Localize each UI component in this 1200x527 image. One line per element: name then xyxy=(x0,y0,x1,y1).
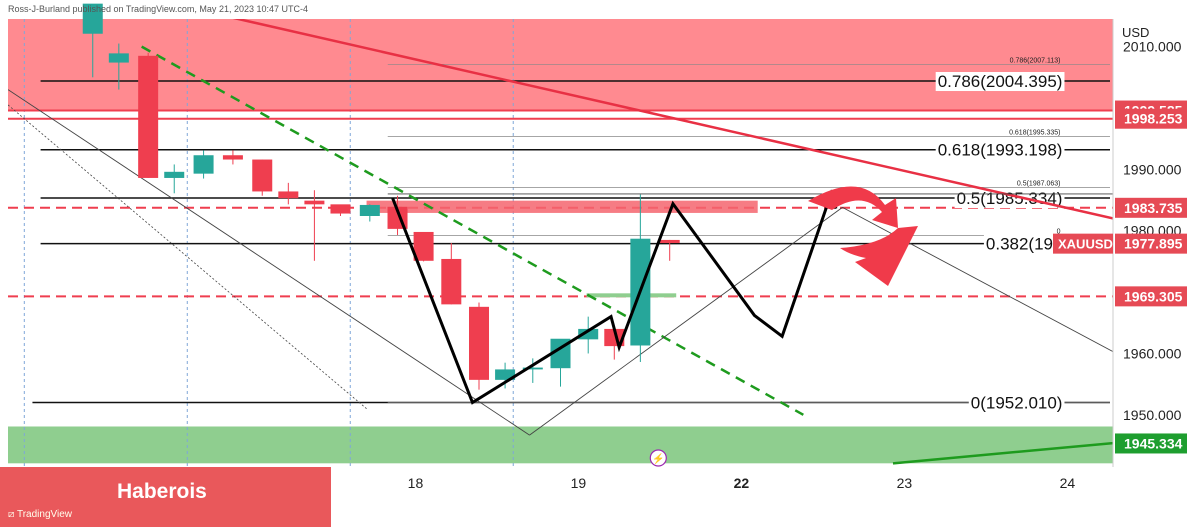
y-tick-label: 1950.000 xyxy=(1123,407,1182,423)
x-tick-label: 19 xyxy=(571,475,587,491)
fib-label-bg xyxy=(983,234,1065,254)
tradingview-logo: ⧄ TradingView xyxy=(8,509,72,520)
price-tag-badge xyxy=(1115,108,1187,129)
fib-label: 0.5(1985.334) xyxy=(957,189,1063,208)
channel-lower-line xyxy=(8,89,530,436)
current-price-badge xyxy=(1115,233,1187,254)
resistance-zone xyxy=(8,19,1113,111)
fib-label: 0.786(2004.395) xyxy=(938,72,1063,91)
green-dashed-trendline xyxy=(141,45,804,416)
candle-body xyxy=(495,369,516,380)
y-tick-label: 1960.000 xyxy=(1123,345,1182,361)
candle-body xyxy=(138,55,159,178)
price-tag-badge xyxy=(1115,286,1187,307)
candle-body xyxy=(252,159,273,192)
price-tag-label: 1945.334 xyxy=(1124,435,1183,451)
fib-label: 0(1952.010) xyxy=(971,394,1063,413)
trendline-group xyxy=(8,19,1113,465)
currency-label: USD xyxy=(1122,25,1149,40)
brand-badge xyxy=(0,467,331,527)
resistance-box xyxy=(366,200,758,213)
fib-label-bg xyxy=(968,393,1065,413)
candle-body xyxy=(522,367,543,370)
channel-return-line xyxy=(842,207,1113,353)
x-tick-label: 18 xyxy=(408,475,424,491)
event-marker-icon xyxy=(649,449,667,467)
publisher-line: Ross-J-Burland published on TradingView.… xyxy=(8,4,308,14)
candle-body xyxy=(164,171,185,178)
price-tag-label: 1969.305 xyxy=(1124,288,1183,304)
downward-arrow-upper xyxy=(808,186,898,228)
green-rising-trendline xyxy=(892,441,1113,465)
projection-path xyxy=(391,189,838,405)
symbol-badge xyxy=(1053,233,1113,254)
candle-body xyxy=(222,155,243,160)
fib-small-label: 0 xyxy=(1057,229,1061,236)
candle-body xyxy=(108,53,129,63)
candle-body xyxy=(469,306,490,380)
candle-body xyxy=(659,239,680,243)
candle-body xyxy=(578,328,599,340)
price-tag-badge xyxy=(1115,197,1187,218)
y-tick-label: 2010.000 xyxy=(1123,39,1182,55)
support-zone xyxy=(8,426,1113,464)
event-marker-glyph: ⚡ xyxy=(652,452,664,465)
candle-body xyxy=(604,328,625,347)
candle-body xyxy=(82,3,103,34)
fib-label-bg xyxy=(935,72,1065,92)
candle-body xyxy=(330,204,351,214)
price-tag-badge xyxy=(1115,433,1187,454)
price-tag-label: 1998.253 xyxy=(1124,111,1183,127)
x-tick-label: 22 xyxy=(734,475,750,491)
brand-name: Haberois xyxy=(117,480,207,503)
fib-label: 0.382(197 xyxy=(986,235,1063,254)
candle-body xyxy=(193,155,214,174)
candle-body xyxy=(413,231,434,261)
fib-label-bg xyxy=(935,140,1065,160)
current-price-label: 1977.895 xyxy=(1124,236,1183,252)
price-tag-label: 1983.735 xyxy=(1124,200,1183,216)
candle-body xyxy=(278,191,299,199)
red-descending-trendline xyxy=(232,19,1113,220)
tradingview-logo-text: TradingView xyxy=(16,509,73,520)
x-tick-label: 24 xyxy=(1060,475,1076,491)
fib-small-label: 0.618(1995.335) xyxy=(1009,130,1060,137)
candle-body xyxy=(304,200,325,205)
fib-label: 0.618(1993.198) xyxy=(938,141,1063,160)
symbol-label: XAUUSD xyxy=(1058,237,1113,252)
tradingview-logo-icon: ⧄ xyxy=(8,509,15,520)
x-tick-label: 23 xyxy=(897,475,913,491)
fib-small-label: 0.5(1987.063) xyxy=(1017,180,1061,187)
candle-body xyxy=(441,258,462,305)
fib-small-label: 0.786(2007.113) xyxy=(1010,57,1061,64)
y-tick-label: 1990.000 xyxy=(1123,161,1182,177)
downward-arrow-head xyxy=(840,226,918,286)
channel-base-line xyxy=(529,207,843,436)
candle-body xyxy=(359,204,380,216)
